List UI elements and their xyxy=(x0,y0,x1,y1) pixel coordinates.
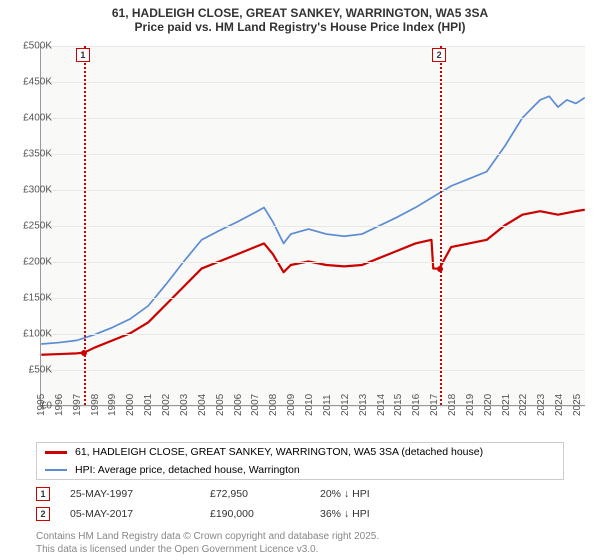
x-axis-label: 2021 xyxy=(501,394,512,416)
gridline xyxy=(41,334,585,335)
gridline xyxy=(41,190,585,191)
x-axis-label: 1996 xyxy=(54,394,65,416)
y-axis-label: £450K xyxy=(23,77,52,88)
x-axis-label: 2011 xyxy=(322,394,333,416)
sale-marker-badge: 2 xyxy=(432,48,446,62)
x-axis-label: 2003 xyxy=(179,394,190,416)
gridline xyxy=(41,226,585,227)
x-axis-label: 2013 xyxy=(358,394,369,416)
gridline xyxy=(41,82,585,83)
arrow-down-icon xyxy=(344,508,349,520)
x-axis-label: 2017 xyxy=(429,394,440,416)
legend-label: HPI: Average price, detached house, Warr… xyxy=(75,464,300,476)
legend-row: 61, HADLEIGH CLOSE, GREAT SANKEY, WARRIN… xyxy=(37,443,563,461)
x-axis-label: 2010 xyxy=(304,394,315,416)
x-axis-label: 2000 xyxy=(125,394,136,416)
x-axis-label: 2002 xyxy=(161,394,172,416)
chart: £0£50K£100K£150K£200K£250K£300K£350K£400… xyxy=(0,36,600,436)
y-axis-label: £250K xyxy=(23,221,52,232)
y-axis-label: £100K xyxy=(23,329,52,340)
x-axis-label: 2023 xyxy=(536,394,547,416)
x-axis-label: 2020 xyxy=(483,394,494,416)
x-axis-label: 2009 xyxy=(286,394,297,416)
sale-price: £72,950 xyxy=(210,488,300,500)
legend-swatch xyxy=(45,469,67,471)
x-axis-label: 1998 xyxy=(90,394,101,416)
x-axis-label: 2019 xyxy=(465,394,476,416)
sale-marker-dot xyxy=(81,350,87,356)
sale-date: 05-MAY-2017 xyxy=(70,508,190,520)
sale-date: 25-MAY-1997 xyxy=(70,488,190,500)
footer-line2: This data is licensed under the Open Gov… xyxy=(36,543,564,556)
legend: 61, HADLEIGH CLOSE, GREAT SANKEY, WARRIN… xyxy=(36,442,564,480)
footer: Contains HM Land Registry data © Crown c… xyxy=(36,530,564,556)
x-axis-label: 2005 xyxy=(215,394,226,416)
sale-delta: 36% HPI xyxy=(320,508,440,520)
gridline xyxy=(41,262,585,263)
y-axis-label: £350K xyxy=(23,149,52,160)
arrow-down-icon xyxy=(344,488,349,500)
y-axis-label: £400K xyxy=(23,113,52,124)
gridline xyxy=(41,118,585,119)
x-axis-label: 2004 xyxy=(197,394,208,416)
legend-label: 61, HADLEIGH CLOSE, GREAT SANKEY, WARRIN… xyxy=(75,446,483,458)
gridline xyxy=(41,46,585,47)
x-axis-label: 2014 xyxy=(376,394,387,416)
x-axis-label: 1999 xyxy=(107,394,118,416)
x-axis-label: 2012 xyxy=(340,394,351,416)
x-axis-label: 2018 xyxy=(447,394,458,416)
y-axis-label: £500K xyxy=(23,41,52,52)
y-axis-label: £300K xyxy=(23,185,52,196)
sale-table: 1 25-MAY-1997 £72,950 20% HPI 2 05-MAY-2017 £1… xyxy=(36,484,564,524)
x-axis-label: 2015 xyxy=(393,394,404,416)
gridline xyxy=(41,370,585,371)
legend-row: HPI: Average price, detached house, Warr… xyxy=(37,461,563,479)
x-axis-label: 2001 xyxy=(143,394,154,416)
sale-marker-line xyxy=(440,46,442,405)
legend-swatch xyxy=(45,451,67,454)
series-line-hpi xyxy=(41,96,584,344)
sale-price: £190,000 xyxy=(210,508,300,520)
x-axis-label: 1995 xyxy=(36,394,47,416)
x-axis-label: 2016 xyxy=(411,394,422,416)
sale-row: 2 05-MAY-2017 £190,000 36% HPI xyxy=(36,504,564,524)
sale-row-badge: 1 xyxy=(36,487,50,501)
sale-row-badge: 2 xyxy=(36,507,50,521)
sale-row: 1 25-MAY-1997 £72,950 20% HPI xyxy=(36,484,564,504)
gridline xyxy=(41,154,585,155)
x-axis-label: 2006 xyxy=(233,394,244,416)
x-axis-label: 2007 xyxy=(250,394,261,416)
series-line-property xyxy=(41,210,584,355)
y-axis-label: £150K xyxy=(23,293,52,304)
y-axis-label: £200K xyxy=(23,257,52,268)
sale-marker-dot xyxy=(437,266,443,272)
page-title-line2: Price paid vs. HM Land Registry's House … xyxy=(10,20,590,34)
plot-area xyxy=(40,46,585,406)
x-axis-label: 1997 xyxy=(72,394,83,416)
y-axis-label: £50K xyxy=(29,365,52,376)
gridline xyxy=(41,298,585,299)
footer-line1: Contains HM Land Registry data © Crown c… xyxy=(36,530,564,543)
sale-marker-badge: 1 xyxy=(76,48,90,62)
x-axis-label: 2022 xyxy=(518,394,529,416)
page-title-line1: 61, HADLEIGH CLOSE, GREAT SANKEY, WARRIN… xyxy=(10,6,590,20)
x-axis-label: 2025 xyxy=(572,394,583,416)
sale-delta: 20% HPI xyxy=(320,488,440,500)
x-axis-label: 2008 xyxy=(268,394,279,416)
x-axis-label: 2024 xyxy=(554,394,565,416)
